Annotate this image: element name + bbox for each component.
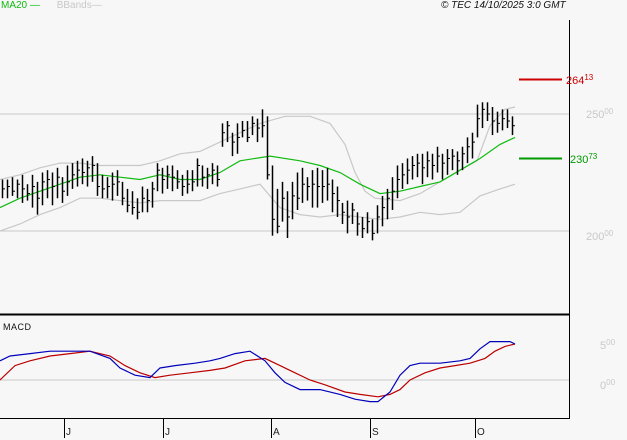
macd-line xyxy=(0,341,516,403)
legend-bbands: BBands— xyxy=(56,0,102,11)
y-tick-250: 25000 xyxy=(586,107,614,121)
macd-lines xyxy=(0,341,516,403)
ma20-polyline xyxy=(0,136,516,209)
x-tick-label: J xyxy=(66,427,71,438)
x-tick-label: A xyxy=(273,427,280,438)
macd-tick-5: 500 xyxy=(600,338,616,352)
x-tick-label: O xyxy=(477,427,485,438)
bb-lower-line xyxy=(0,183,516,232)
resistance-label: 26413 xyxy=(566,73,594,87)
ma20-line xyxy=(0,136,516,209)
y-tick-200: 20000 xyxy=(586,229,614,243)
legend-ma20: MA20 — xyxy=(1,0,40,11)
x-tick-label: S xyxy=(372,427,379,438)
copyright-timestamp: © TEC 14/10/2025 3:0 GMT xyxy=(441,0,566,11)
macd-title: MACD xyxy=(3,322,32,332)
price-bars xyxy=(1,102,515,241)
macd-tick-0: 000 xyxy=(600,378,616,392)
signal-line xyxy=(0,343,516,398)
support-label: 23073 xyxy=(570,152,598,166)
x-tick-label: J xyxy=(165,427,170,438)
x-axis-ticks xyxy=(64,419,476,438)
legend: MA20 — BBands— xyxy=(1,0,102,11)
